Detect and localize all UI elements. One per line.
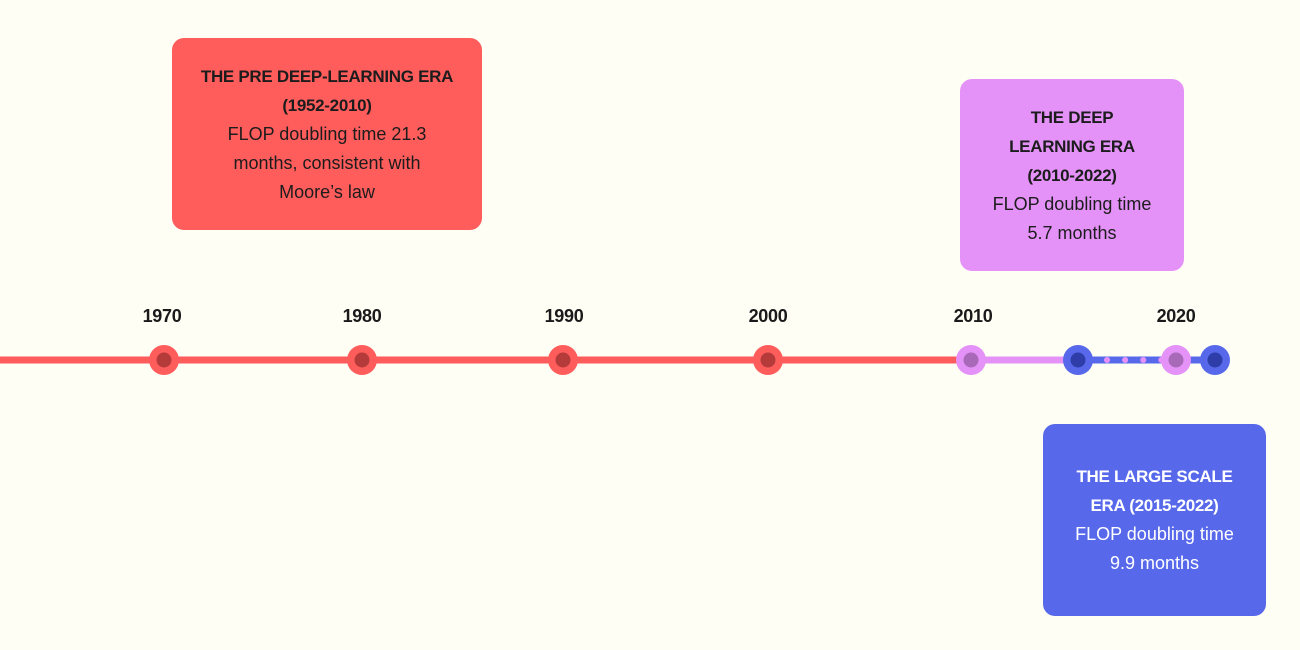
pre-deep-learning-era-card: THE PRE DEEP-LEARNING ERA (1952-2010) FL… [172, 38, 482, 230]
timeline-dot-2022 [1200, 345, 1230, 375]
year-label-2000: 2000 [748, 306, 788, 326]
year-label-1970: 1970 [142, 306, 182, 326]
timeline-dot-1970 [149, 345, 179, 375]
deep-era-description: FLOP doubling time 5.7 months [992, 193, 1152, 243]
timeline-dot-1980 [347, 345, 377, 375]
timeline-dot-2010 [956, 345, 986, 375]
timeline-dot-2020 [1161, 345, 1191, 375]
deep-learning-era-card: THE DEEP LEARNING ERA (2010-2022) FLOP d… [960, 79, 1184, 271]
timeline-dot-2015 [1063, 345, 1093, 375]
year-label-2010: 2010 [953, 306, 993, 326]
timeline-dot-2000 [753, 345, 783, 375]
year-label-1980: 1980 [342, 306, 382, 326]
timeline-axis [0, 345, 1230, 375]
pre-era-description: FLOP doubling time 21.3 months, consiste… [227, 123, 427, 202]
year-label-2020: 2020 [1156, 306, 1196, 326]
large-scale-era-card: THE LARGE SCALE ERA (2015-2022) FLOP dou… [1043, 424, 1266, 616]
deep-era-title: THE DEEP LEARNING ERA (2010-2022) [1009, 107, 1135, 185]
year-label-1990: 1990 [544, 306, 584, 326]
timeline-dot-1990 [548, 345, 578, 375]
large-era-description: FLOP doubling time 9.9 months [1075, 524, 1234, 573]
pre-era-title: THE PRE DEEP-LEARNING ERA (1952-2010) [200, 66, 454, 115]
large-era-title: THE LARGE SCALE ERA (2015-2022) [1076, 467, 1233, 515]
